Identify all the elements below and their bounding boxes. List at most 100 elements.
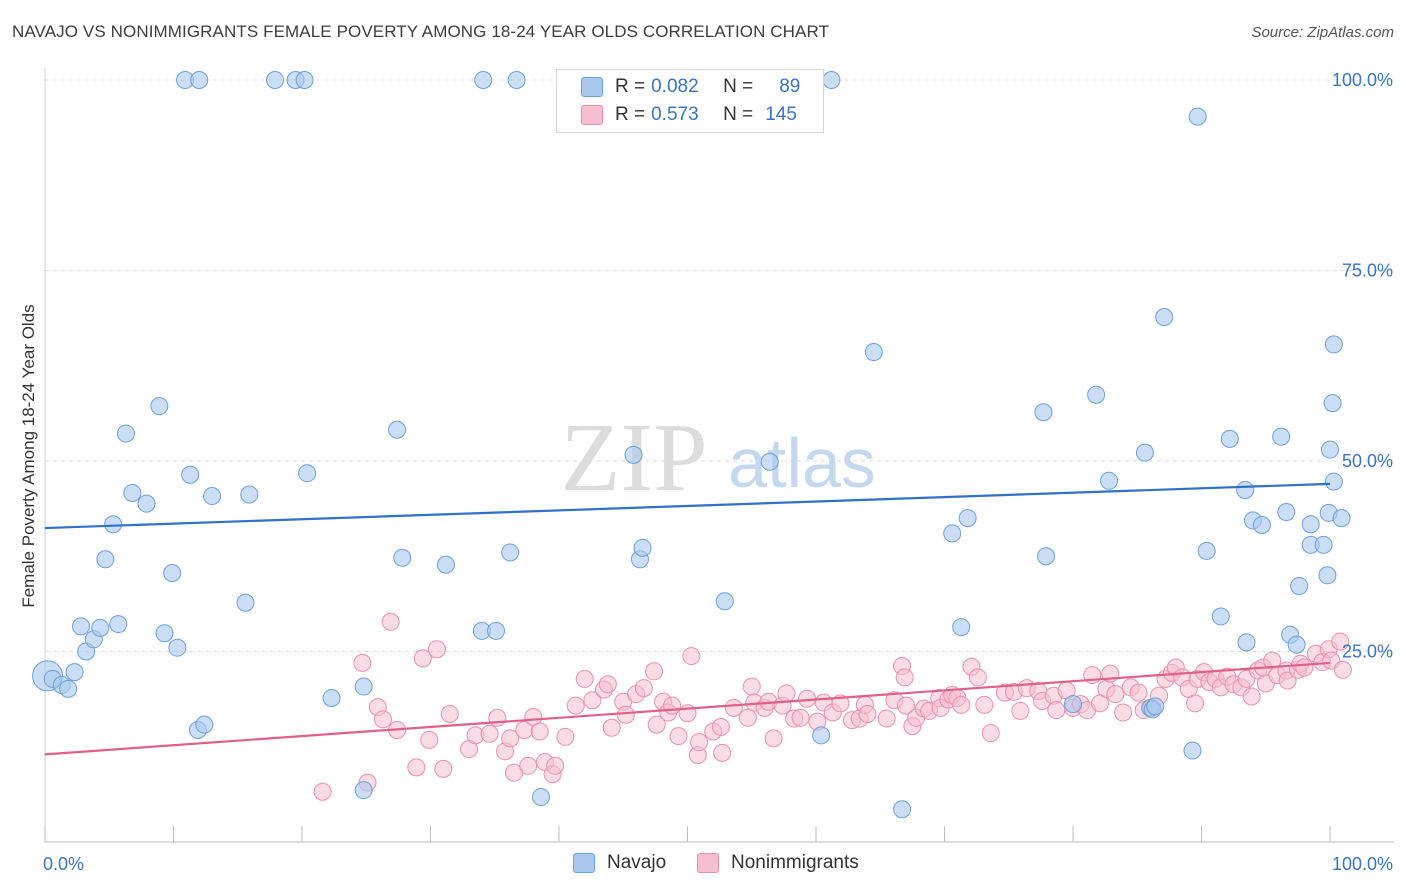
navajo-point [1220,429,1239,448]
nonimmigrants-point [1011,701,1030,720]
nonimmigrants-legend-swatch [697,853,719,873]
y-tick-labels: 25.0% 50.0% 75.0% 100.0% [1332,70,1393,662]
navajo-point [1323,394,1342,413]
nonimmigrants-point [968,668,987,687]
navajo-legend-swatch [573,853,595,873]
navajo-point [1324,335,1343,354]
nonimmigrants-point [742,677,761,696]
nonimmigrants-n-value: 145 [765,104,797,125]
navajo-point [71,617,90,636]
navajo-r-value: 0.082 [651,76,699,97]
navajo-point [952,618,971,637]
nonimmigrants-point [713,743,732,762]
navajo-point [91,618,110,637]
navajo-point [96,550,115,569]
nonimmigrants-point [645,662,664,681]
navajo-point [633,538,652,557]
navajo-point [354,677,373,696]
y-tick-label: 75.0% [1342,261,1393,281]
navajo-point [958,509,977,528]
nonimmigrants-point [682,647,701,666]
navajo-point [1321,440,1339,459]
navajo-point [1064,695,1082,714]
nonimmigrants-point [530,722,549,741]
navajo-point [1236,480,1255,499]
navajo-r-label: R = [615,76,646,97]
nonimmigrants-point [519,756,538,775]
navajo-point [155,624,174,643]
nonimmigrants-trend-line [44,661,1331,756]
nonimmigrants-point [420,730,439,749]
navajo-point [715,592,734,611]
nonimmigrants-point [434,759,453,778]
legend-item-navajo: Navajo [573,852,666,874]
nonimmigrants-swatch [581,105,603,125]
stats-legend: R = 0.082 N = 89 R = 0.573 N = 145 [556,69,824,133]
navajo-point [1287,635,1306,654]
nonimmigrants-point [575,669,594,688]
nonimmigrants-point [1331,632,1350,651]
navajo-n-value: 89 [779,76,801,97]
legend-item-nonimmigrants: Nonimmigrants [697,852,859,874]
nonimmigrants-point [1047,701,1066,720]
nonimmigrants-point [488,708,507,727]
navajo-point [354,781,373,800]
navajo-point [1277,503,1296,522]
navajo-point [1197,541,1216,560]
navajo-n-label: N = [723,76,754,97]
trend-lines [44,482,1331,756]
navajo-point [163,564,182,583]
nonimmigrants-point [566,696,585,715]
navajo-point [1332,509,1351,528]
navajo-point [1237,633,1256,652]
navajo-point [1034,403,1053,422]
navajo-point [1211,607,1230,626]
navajo-swatch [581,77,603,97]
navajo-point [436,555,455,574]
navajo-point [240,485,259,504]
watermark-atlas: atlas [728,424,876,502]
navajo-trend-line [44,482,1331,530]
x-tick-label-max: 100.0% [1332,854,1393,874]
navajo-point [812,726,831,745]
navajo-point [104,515,123,534]
navajo-point [1188,107,1207,126]
nonimmigrants-point [1106,685,1125,704]
navajo-point [487,621,506,640]
navajo-point [137,494,156,513]
chart-title: NAVAJO VS NONIMMIGRANTS FEMALE POVERTY A… [12,22,830,41]
nonimmigrants-points [313,612,1352,801]
nonimmigrants-r-value: 0.573 [651,104,699,125]
navajo-point [507,71,526,89]
legend-row-nonimmigrants: R = 0.573 N = 145 [581,103,797,127]
navajo-point [1155,307,1174,326]
navajo-point [388,420,407,439]
gridlines [45,79,1394,652]
nonimmigrants-point [546,756,565,775]
axes [44,68,1394,843]
nonimmigrants-point [1242,687,1261,706]
navajo-point [943,524,962,543]
y-tick-label: 100.0% [1332,70,1393,90]
nonimmigrants-point [616,705,635,724]
nonimmigrants-point [373,710,392,729]
nonimmigrants-point [602,718,621,737]
navajo-point [501,543,520,562]
nonimmigrants-point [407,758,426,777]
nonimmigrants-point [764,729,783,748]
nonimmigrants-n-label: N = [723,104,754,125]
nonimmigrants-point [427,640,446,659]
navajo-point [1314,535,1333,554]
navajo-point [532,788,551,807]
nonimmigrants-point [724,698,743,717]
navajo-legend-label: Navajo [607,852,667,873]
navajo-point [195,715,214,734]
y-tick-label: 50.0% [1342,451,1393,471]
nonimmigrants-point [896,696,915,715]
nonimmigrants-point [353,653,372,672]
navajo-point [109,615,128,634]
nonimmigrants-point [669,727,688,746]
nonimmigrants-point [583,691,602,710]
navajo-point [65,663,84,682]
